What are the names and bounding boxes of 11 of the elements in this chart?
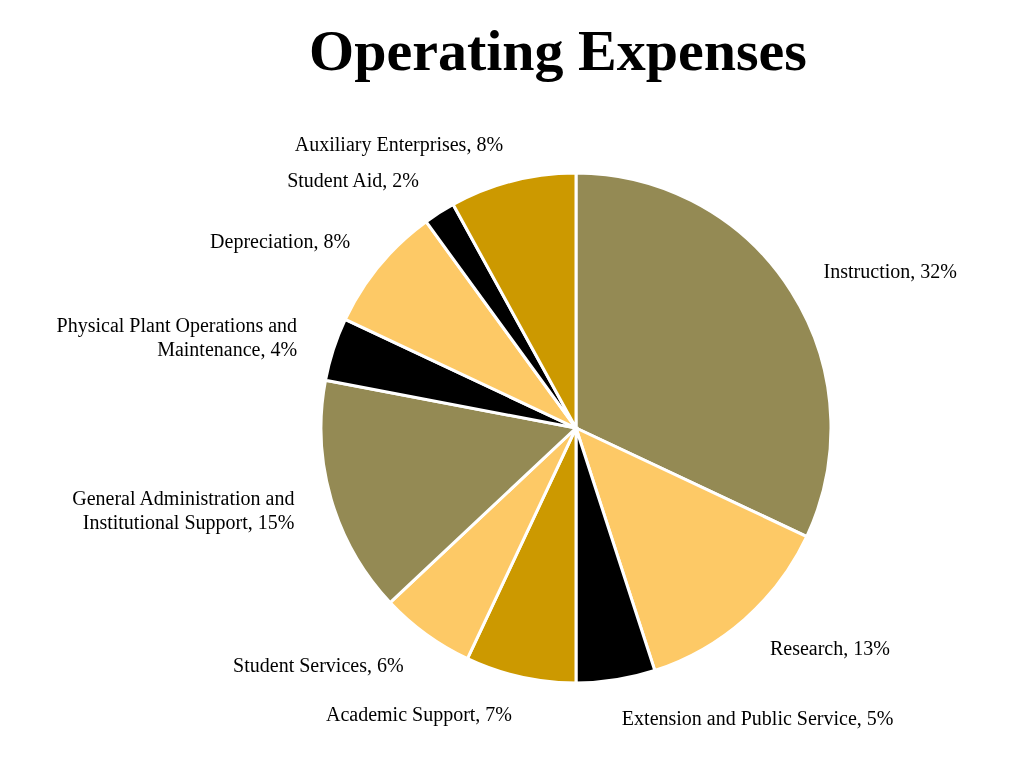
slice-label: Instruction, 32%	[823, 259, 957, 282]
chart-title: Operating Expenses	[309, 18, 807, 83]
slice-label: Depreciation, 8%	[210, 230, 351, 254]
slice-label: Extension and Public Service, 5%	[621, 706, 894, 729]
slice-label: Student Services, 6%	[233, 654, 404, 677]
slice-label: Physical Plant Operations and Maintenance, 4%	[56, 314, 298, 361]
slice-label: Academic Support, 7%	[325, 703, 513, 727]
slice-label: General Administration and Institutional Support, 15%	[72, 486, 295, 534]
slice-label: Research, 13%	[769, 636, 890, 659]
slice-label: Student Aid, 2%	[287, 169, 419, 192]
slice-label: Auxiliary Enterprises, 8%	[294, 132, 504, 156]
